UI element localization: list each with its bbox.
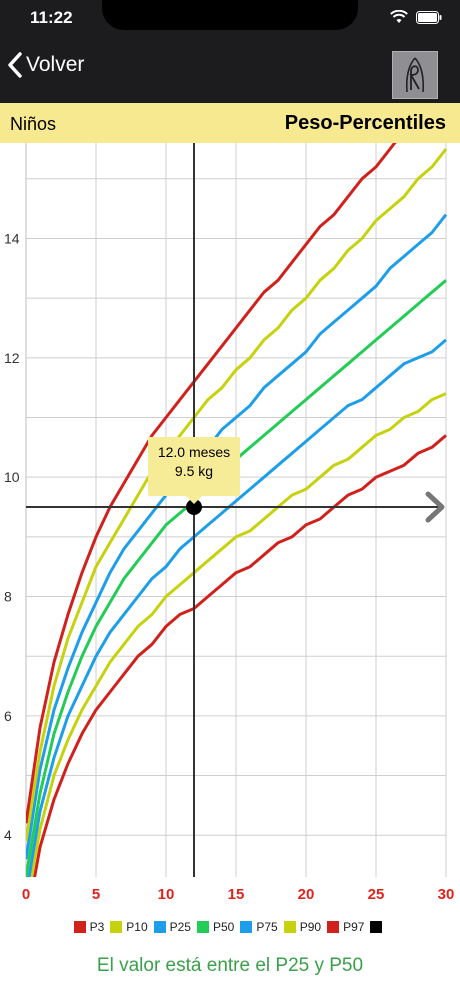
- app-logo-button[interactable]: [392, 51, 438, 99]
- status-icons: [390, 10, 442, 24]
- legend-item: P90: [283, 920, 322, 934]
- legend-item: P25: [153, 920, 191, 934]
- y-tick-label: 14: [4, 230, 20, 246]
- legend-swatch: [370, 921, 383, 933]
- back-label: Volver: [26, 53, 85, 76]
- y-tick-label: 10: [4, 469, 20, 485]
- x-tick-label: 25: [368, 886, 385, 903]
- legend-swatch: [240, 921, 253, 933]
- x-tick-label: 20: [298, 886, 315, 903]
- chart-header: Niños Peso-Percentiles: [0, 103, 460, 143]
- legend-label: P90: [299, 920, 322, 934]
- app-logo-icon: [405, 57, 425, 93]
- status-time: 11:22: [30, 8, 73, 27]
- y-tick-label: 6: [4, 708, 12, 724]
- legend-swatch: [110, 921, 123, 933]
- x-tick-label: 5: [92, 886, 100, 903]
- result-text: El valor está entre el P25 y P50: [96, 955, 364, 976]
- series-line-p97: [26, 143, 397, 824]
- legend-label: P97: [343, 920, 365, 934]
- y-tick-label: 8: [4, 589, 12, 605]
- chevron-left-icon: [8, 52, 22, 78]
- percentile-chart[interactable]: 4 6 8 10 12 14 0 5 10 15 20 25 30: [0, 143, 460, 908]
- legend-swatch: [196, 921, 209, 933]
- battery-icon: [416, 10, 442, 24]
- back-button[interactable]: Volver: [6, 52, 84, 78]
- chart-legend: P3 P10 P25 P50 P75 P90 P97: [0, 920, 460, 934]
- legend-label: P75: [256, 920, 278, 934]
- series-line-p3: [33, 434, 447, 877]
- y-tick-label: 12: [4, 350, 20, 366]
- notch: [102, 0, 358, 30]
- series-line-p25: [27, 338, 447, 877]
- legend-item: P10: [110, 920, 148, 934]
- legend-label: P50: [212, 920, 235, 934]
- legend-item: P3: [73, 920, 105, 934]
- y-tick-label: 4: [4, 827, 12, 843]
- x-tick-label: 0: [22, 886, 30, 903]
- legend-swatch: [73, 921, 86, 933]
- legend-item: P50: [196, 920, 235, 934]
- legend-item: P97: [327, 920, 364, 934]
- value-tooltip: 12.0 meses 9.5 kg: [148, 437, 240, 504]
- legend-label: P3: [89, 920, 105, 934]
- legend-label: P10: [126, 920, 148, 934]
- series-line-p90: [26, 148, 448, 842]
- series-line-p10: [29, 392, 447, 877]
- nav-bar: Volver: [0, 40, 460, 103]
- wifi-icon: [390, 10, 408, 23]
- arrow-right-icon[interactable]: [425, 491, 445, 523]
- legend-swatch: [283, 921, 296, 933]
- series-line-p75: [26, 213, 448, 860]
- tooltip-weight: 9.5 kg: [174, 463, 214, 479]
- legend-item: [370, 921, 386, 933]
- gender-label: Niños: [10, 114, 57, 134]
- legend-swatch: [327, 921, 340, 933]
- x-tick-label: 10: [158, 886, 175, 903]
- chart-title: Peso-Percentiles: [284, 112, 446, 134]
- tooltip-age: 12.0 meses: [157, 444, 231, 460]
- legend-label: P25: [169, 920, 191, 934]
- legend-item: P75: [240, 920, 278, 934]
- status-bar: 11:22: [0, 0, 460, 40]
- x-tick-label: 15: [228, 886, 245, 903]
- x-tick-label: 30: [438, 886, 455, 903]
- legend-swatch: [153, 921, 166, 933]
